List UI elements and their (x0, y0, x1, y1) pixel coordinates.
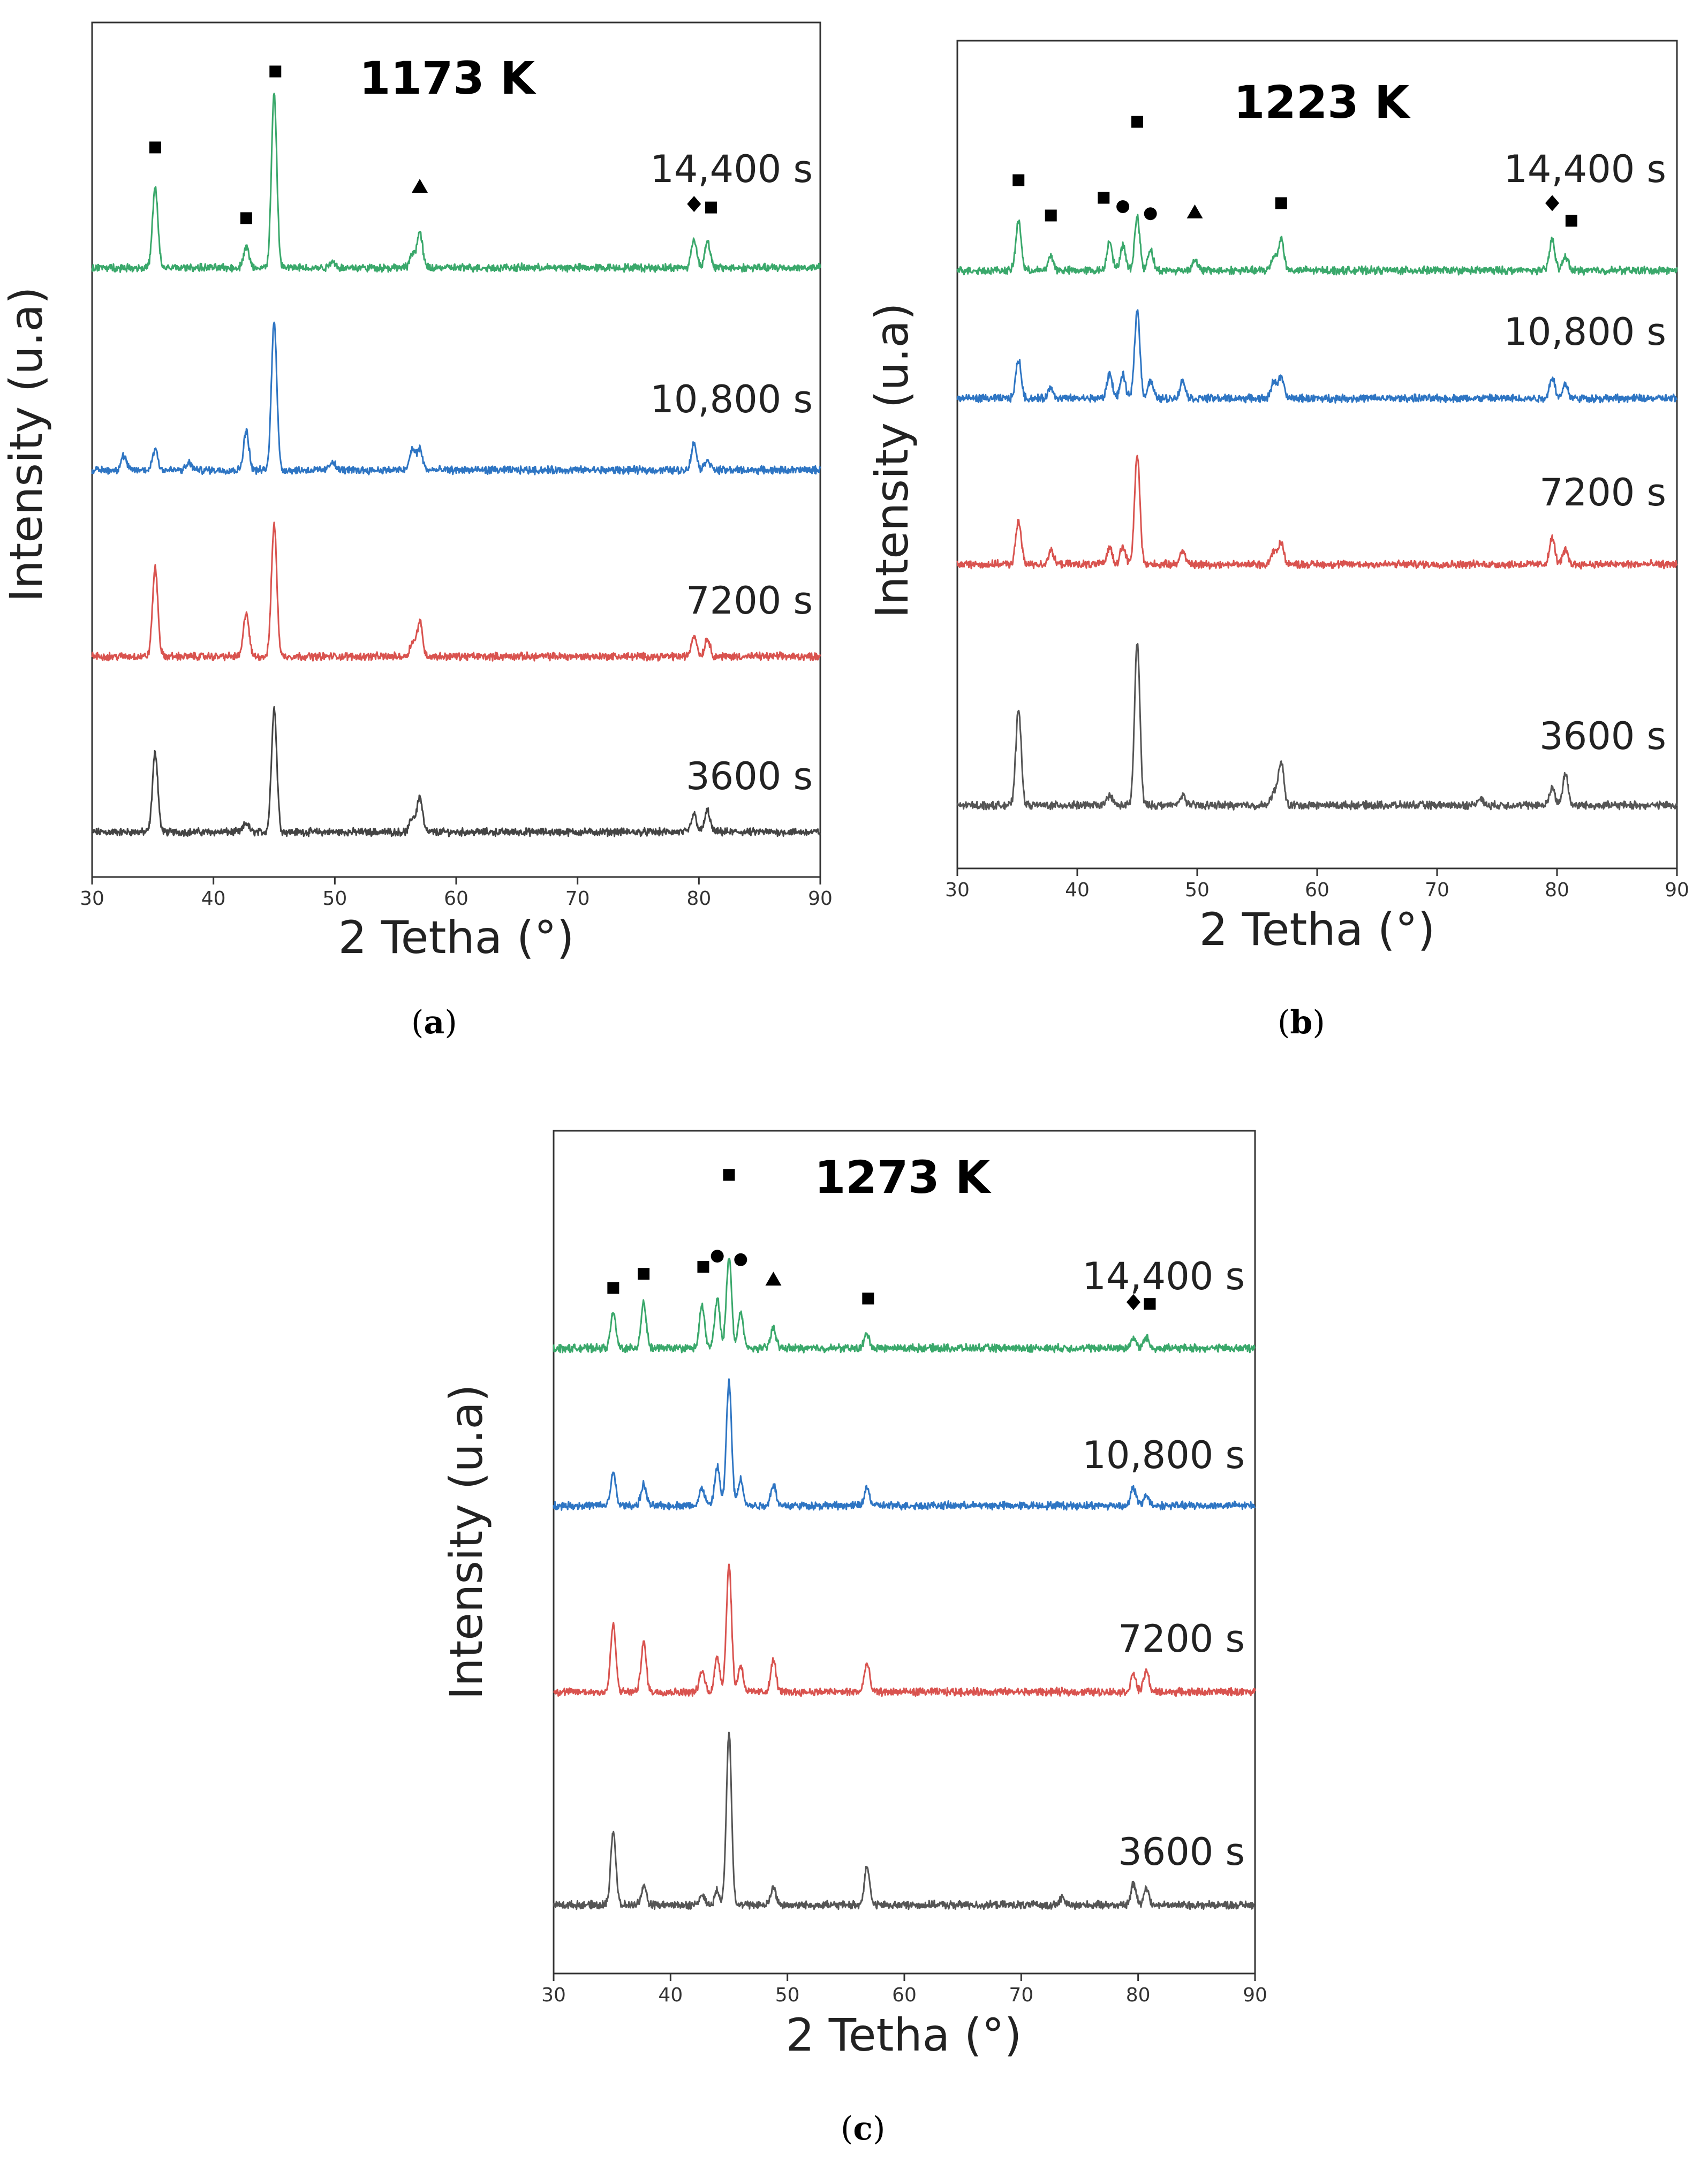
square-marker (723, 1169, 735, 1181)
x-axis-title: 2 Tetha (°) (786, 2009, 1022, 2061)
square-marker (1565, 215, 1577, 227)
series-label: 14,400 s (1082, 1254, 1245, 1298)
series-label: 3600 s (686, 754, 813, 798)
chart-title: 1273 K (814, 1151, 992, 1204)
series-label: 10,800 s (1082, 1433, 1245, 1477)
x-tick-label: 80 (1126, 1984, 1151, 2006)
x-tick-label: 40 (201, 888, 226, 910)
x-tick-label: 90 (1665, 879, 1689, 901)
square-marker (705, 201, 717, 214)
xrd-chart-a: 30 40 50 60 70 80 90 3600 s 7200 s 10,800 s 14,400… (0, 21, 833, 1041)
x-tick-label: 60 (892, 1984, 917, 2006)
xrd-chart-b: 30 40 50 60 70 80 90 3600 s 7200 s 10,800 s 14,400… (866, 40, 1689, 1041)
square-marker (638, 1268, 650, 1280)
series-line-7200s (91, 521, 821, 662)
triangle-marker (412, 179, 428, 193)
square-marker (1275, 197, 1287, 209)
y-axis-title: Intensity (u.a) (440, 1384, 493, 1699)
series-label: 10,800 s (650, 377, 813, 421)
x-tick-label: 90 (1243, 1984, 1267, 2006)
diamond-marker (1545, 195, 1560, 211)
x-tick-label: 70 (565, 888, 590, 910)
x-tick-label: 90 (808, 888, 833, 910)
circle-marker (1116, 200, 1130, 213)
square-marker (240, 212, 252, 224)
series-line-14400s (553, 1258, 1256, 1354)
series-line-10800s (553, 1378, 1256, 1511)
triangle-marker (1186, 204, 1203, 218)
panel-caption: (a) (411, 1004, 457, 1041)
square-marker (1144, 1298, 1156, 1310)
x-axis-title: 2 Tetha (°) (338, 911, 575, 964)
series-line-3600s (956, 643, 1678, 811)
xrd-chart-c: 30 40 50 60 70 80 90 3600 s 7200 s 10,800 s 14,400… (440, 1130, 1267, 2148)
x-tick-label: 50 (322, 888, 347, 910)
panel-caption: (c) (841, 2110, 885, 2148)
y-axis-title: Intensity (u.a) (0, 286, 52, 602)
x-tick-label: 70 (1425, 879, 1449, 901)
circle-marker (734, 1253, 747, 1266)
chart-title: 1223 K (1234, 76, 1411, 128)
square-marker (1098, 192, 1110, 204)
series-line-7200s (956, 455, 1678, 570)
series-label: 7200 s (1539, 471, 1666, 515)
chart-title: 1173 K (359, 52, 536, 104)
square-marker (862, 1292, 874, 1305)
diamond-marker (687, 196, 701, 212)
x-tick-label: 80 (686, 888, 711, 910)
series-label: 14,400 s (1503, 147, 1666, 191)
x-tick-label: 30 (80, 888, 104, 910)
x-tick-label: 60 (1305, 879, 1329, 901)
square-marker (1012, 174, 1025, 186)
square-marker (1045, 209, 1057, 222)
series-line-14400s (91, 93, 821, 273)
series-line-3600s (91, 706, 821, 837)
series-line-14400s (956, 214, 1678, 276)
series-line-7200s (553, 1563, 1256, 1697)
series-label: 3600 s (1539, 714, 1666, 758)
series-line-10800s (91, 321, 821, 475)
x-tick-label: 50 (775, 1984, 800, 2006)
series-label: 14,400 s (650, 147, 813, 191)
circle-marker (711, 1250, 724, 1263)
series-label: 10,800 s (1503, 310, 1666, 354)
square-marker (149, 141, 161, 154)
square-marker (1131, 116, 1143, 128)
series-label: 7200 s (686, 579, 813, 623)
x-tick-label: 50 (1185, 879, 1210, 901)
x-axis-title: 2 Tetha (°) (1199, 903, 1435, 956)
series-label: 7200 s (1118, 1617, 1245, 1661)
diamond-marker (1126, 1294, 1140, 1310)
x-tick-label: 80 (1545, 879, 1569, 901)
circle-marker (1144, 207, 1157, 221)
x-tick-label: 30 (541, 1984, 566, 2006)
x-tick-label: 40 (1065, 879, 1090, 901)
x-tick-label: 30 (945, 879, 970, 901)
series-label: 3600 s (1118, 1830, 1245, 1874)
square-marker (697, 1261, 709, 1273)
x-tick-label: 60 (444, 888, 468, 910)
y-axis-title: Intensity (u.a) (866, 303, 918, 618)
x-tick-label: 40 (658, 1984, 683, 2006)
triangle-marker (765, 1272, 782, 1286)
panel-caption: (b) (1278, 1004, 1325, 1041)
square-marker (607, 1282, 619, 1294)
series-line-10800s (956, 309, 1678, 404)
square-marker (269, 65, 282, 78)
x-tick-label: 70 (1009, 1984, 1033, 2006)
series-line-3600s (553, 1732, 1256, 1910)
